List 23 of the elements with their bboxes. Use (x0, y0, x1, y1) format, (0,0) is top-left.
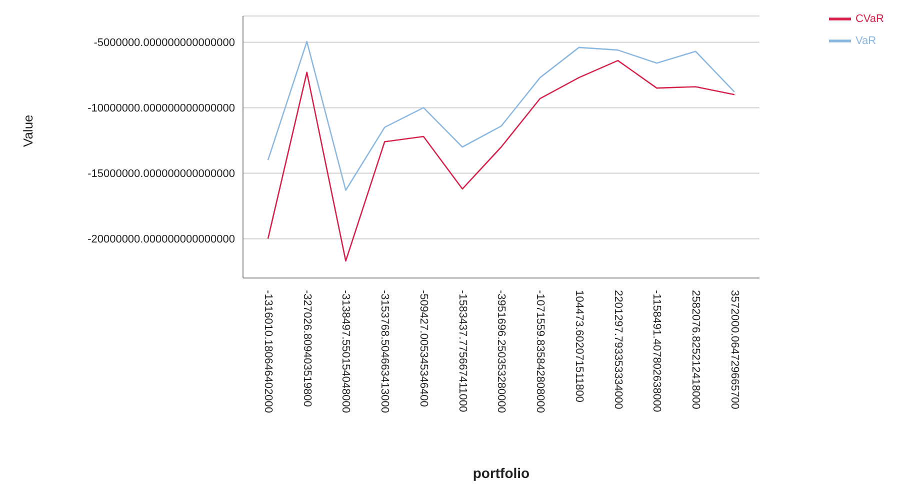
legend-label: CVaR (855, 12, 884, 25)
x-tick-label: -3951696.250353280000 (495, 290, 508, 413)
x-tick-label: 104473.602071511800 (572, 290, 585, 402)
x-tick-label: -1583437.775667411000 (456, 290, 468, 412)
x-tick-label: 2201297.793353334000 (612, 290, 624, 410)
legend-label: VaR (855, 34, 876, 47)
x-tick-label: -3138497.550154048000 (340, 290, 352, 413)
x-tick-label: -327026.809403519800 (300, 290, 313, 407)
x-tick-label: 2582076.825212418000 (690, 290, 702, 410)
x-tick-label: -3153768.504663413000 (378, 290, 391, 413)
y-tick-label: -5000000.000000000000000 (94, 37, 235, 50)
y-tick-label: -10000000.000000000000000 (88, 102, 235, 115)
x-tick-label: -509427.005345346400 (417, 290, 430, 407)
x-tick-label: -1316010.180646402000 (262, 290, 274, 413)
line-series (267, 40, 736, 191)
y-tick-label: -20000000.000000000000000 (88, 234, 235, 246)
y-tick-label: -15000000.000000000000000 (88, 168, 235, 180)
x-axis-title: portfolio (472, 465, 530, 481)
x-tick-label: 3572000.064729665700 (728, 290, 740, 410)
x-tick-label: -1071559.835842808000 (534, 290, 546, 413)
line-series (267, 60, 736, 262)
x-tick-label: -1158491.407802638000 (650, 290, 663, 412)
y-axis-title: Value (20, 114, 36, 147)
